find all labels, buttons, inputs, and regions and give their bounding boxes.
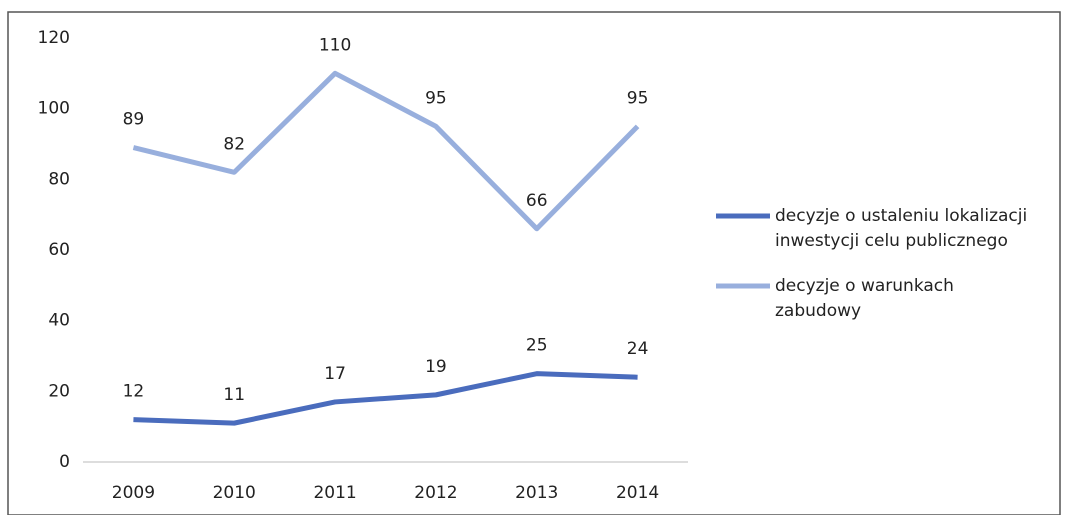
series-line <box>133 371 638 426</box>
y-tick-label: 100 <box>38 99 70 119</box>
data-label: 24 <box>627 339 649 359</box>
data-label: 95 <box>425 88 447 108</box>
x-tick-label: 2011 <box>313 483 356 503</box>
x-tick-label: 2013 <box>515 483 558 503</box>
series-line <box>132 70 640 232</box>
x-tick-label: 2009 <box>112 483 155 503</box>
data-label: 110 <box>319 35 351 55</box>
y-tick-label: 20 <box>48 381 70 401</box>
y-tick-label: 40 <box>48 311 70 331</box>
data-label: 25 <box>526 336 548 356</box>
data-label: 11 <box>223 385 245 405</box>
x-tick-label: 2010 <box>213 483 256 503</box>
data-label: 12 <box>123 382 145 402</box>
data-label: 17 <box>324 364 346 384</box>
legend-label: decyzje o ustaleniu lokalizacji inwestycj… <box>775 206 1027 251</box>
data-label: 66 <box>526 191 548 211</box>
y-tick-label: 0 <box>59 452 70 472</box>
data-label: 19 <box>425 357 447 377</box>
y-tick-label: 60 <box>48 240 70 260</box>
legend-label: decyzje o warunkach zabudowy <box>775 276 954 321</box>
data-label: 95 <box>627 88 649 108</box>
data-label: 82 <box>223 134 245 154</box>
y-tick-label: 120 <box>38 28 70 48</box>
y-tick-label: 80 <box>48 169 70 189</box>
data-label: 89 <box>123 110 145 130</box>
frame <box>7 11 1061 515</box>
x-tick-label: 2012 <box>414 483 457 503</box>
x-tick-label: 2014 <box>616 483 659 503</box>
